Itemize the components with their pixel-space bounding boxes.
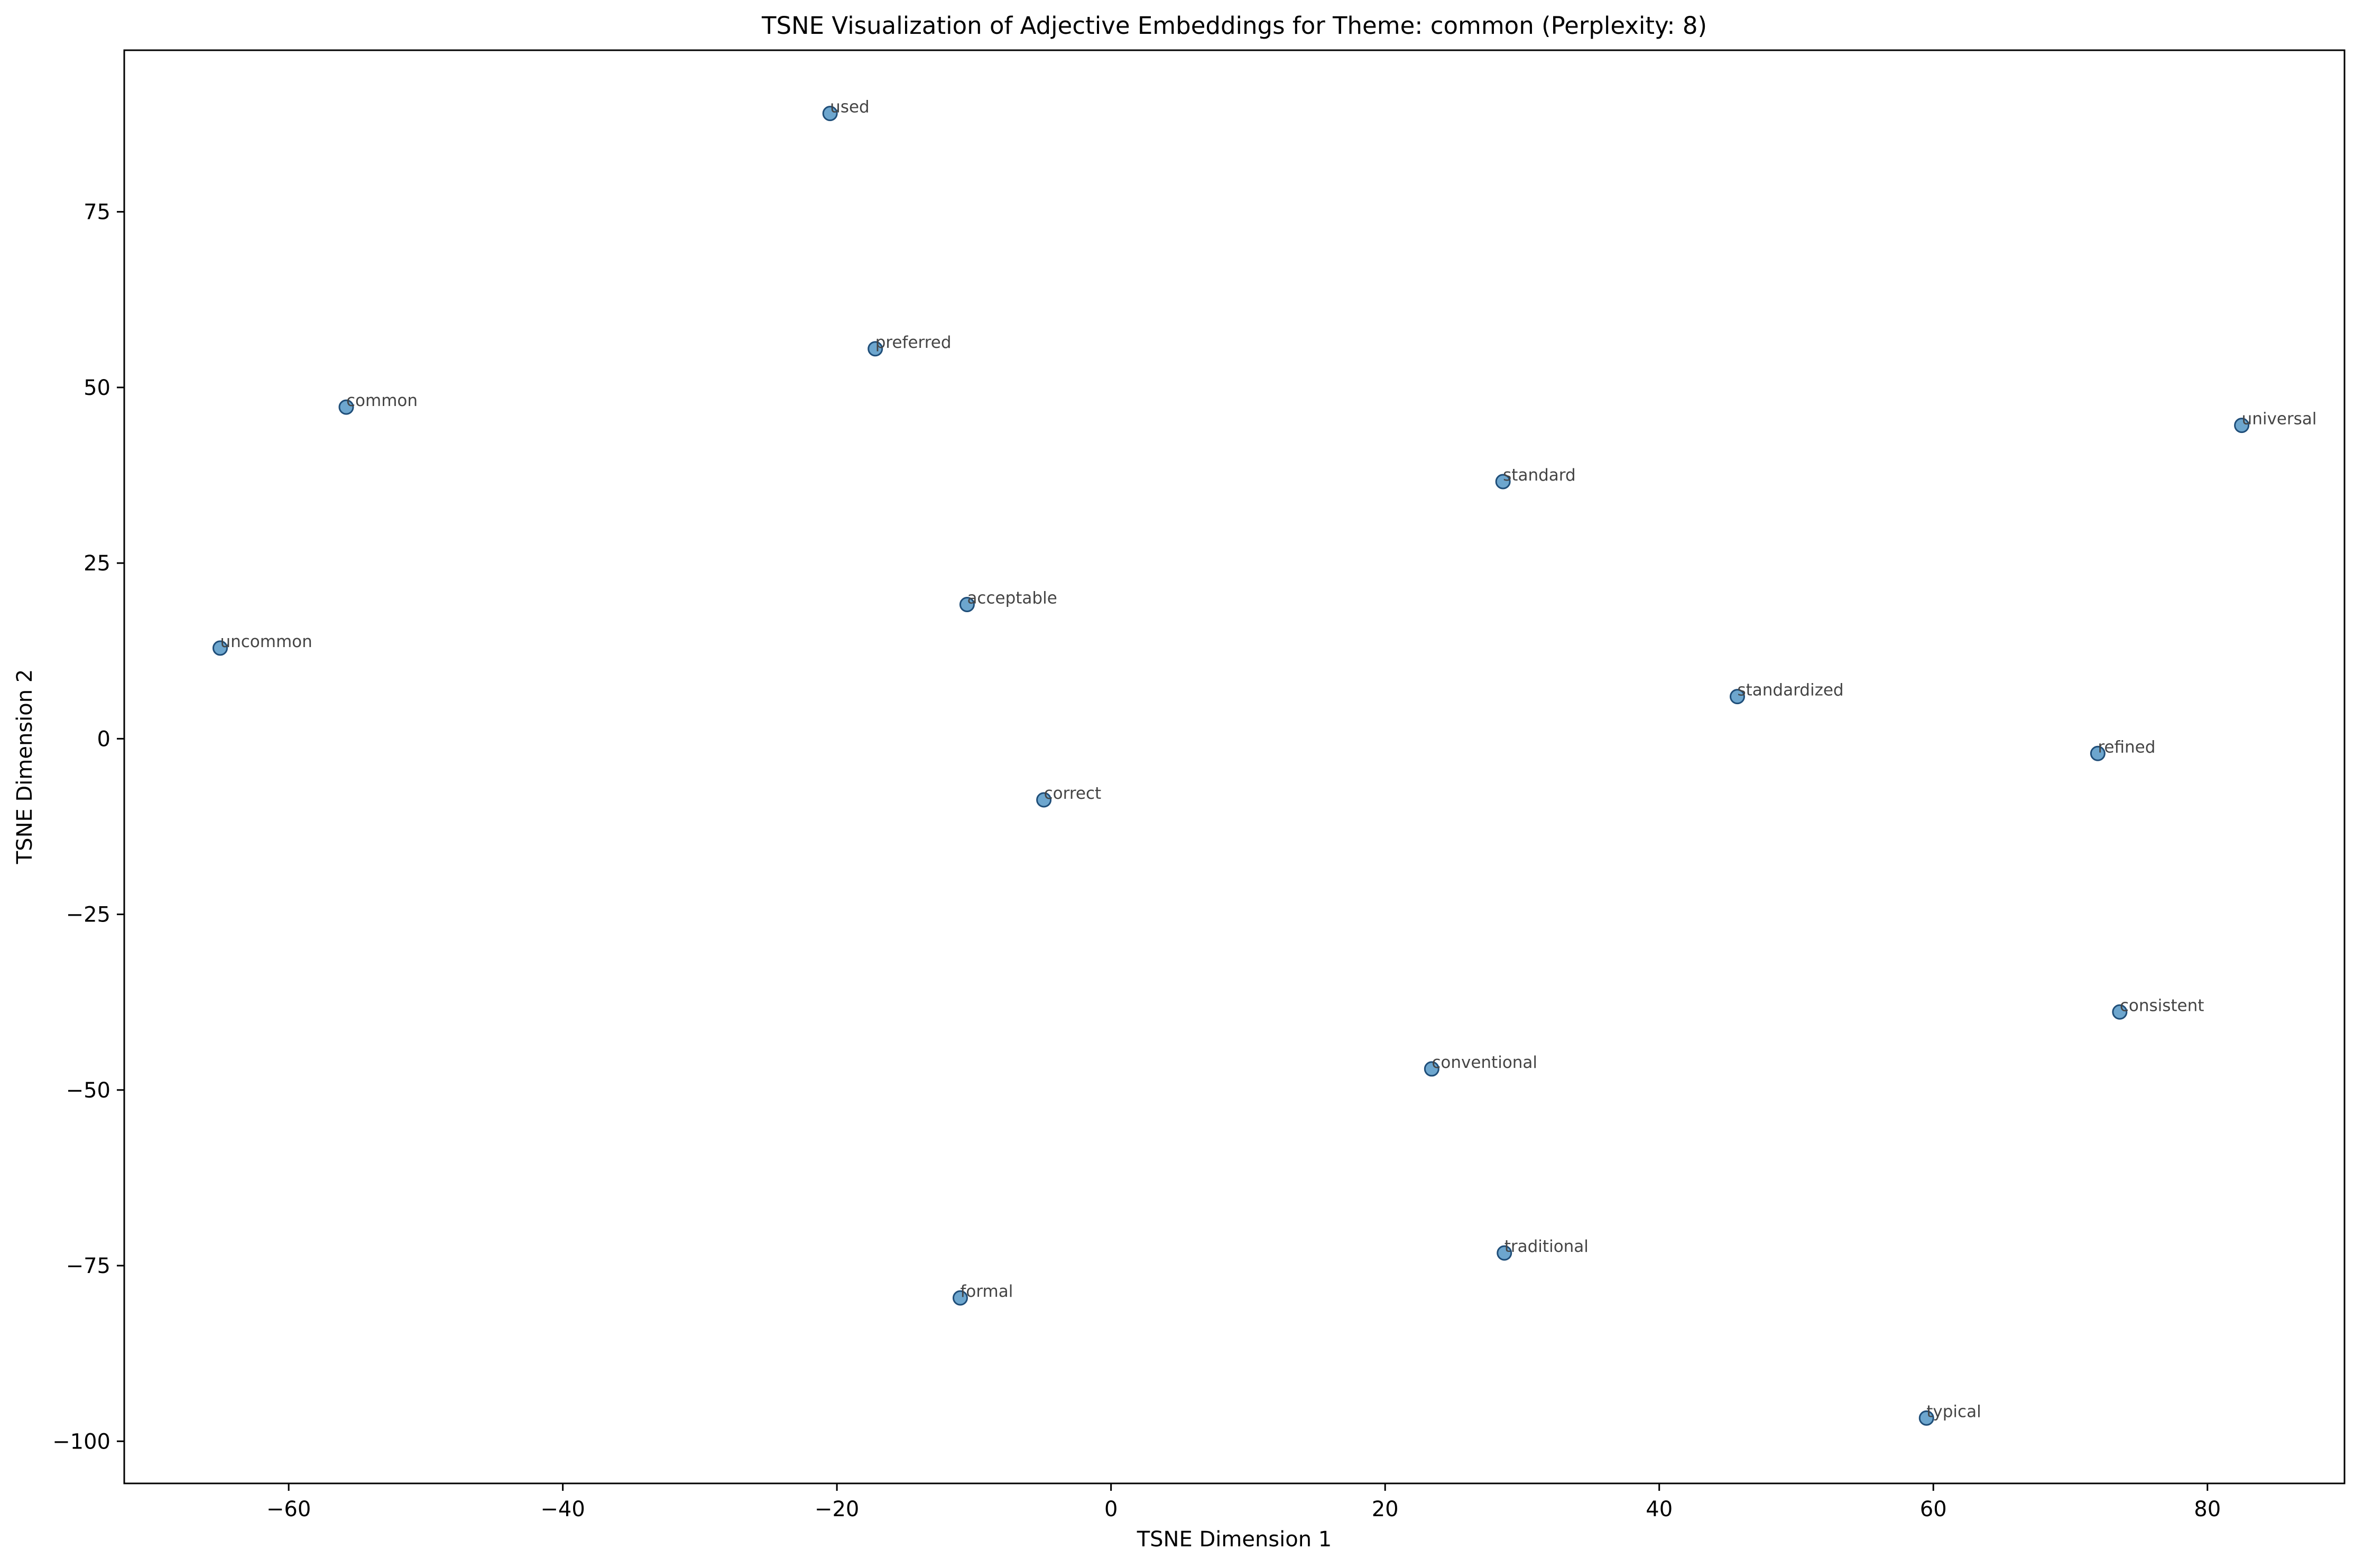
point-label-correct: correct — [1044, 784, 1102, 803]
plot-area: used preferred common universal standard acce… — [212, 98, 2317, 1426]
y-tick-label: −50 — [66, 1078, 110, 1103]
data-point-standard — [1495, 474, 1511, 490]
data-point-used — [822, 106, 838, 122]
x-axis-label: TSNE Dimension 1 — [1137, 1527, 1332, 1552]
x-tick-label: 20 — [1372, 1497, 1399, 1521]
y-tick-label: 50 — [84, 376, 110, 400]
point-label-typical: typical — [1926, 1402, 1981, 1421]
x-tick-label: 60 — [1920, 1497, 1947, 1521]
point-label-consistent: consistent — [2120, 996, 2204, 1015]
point-label-used: used — [830, 98, 870, 117]
y-tick-label: −25 — [66, 903, 110, 927]
x-tick-label: 40 — [1646, 1497, 1673, 1521]
data-point-universal — [2234, 418, 2250, 433]
y-tick-label: 0 — [97, 727, 110, 751]
point-label-preferred: preferred — [875, 333, 952, 352]
plot-frame — [123, 49, 2346, 1484]
data-point-uncommon — [212, 640, 228, 656]
y-tick-label: −100 — [52, 1429, 110, 1454]
y-tick-label: 25 — [84, 551, 110, 576]
point-label-uncommon: uncommon — [220, 632, 312, 651]
chart-title: TSNE Visualization of Adjective Embeddin… — [761, 12, 1707, 40]
data-point-acceptable — [959, 597, 975, 613]
point-label-conventional: conventional — [1432, 1053, 1537, 1072]
data-point-refined — [2090, 745, 2106, 761]
point-label-common: common — [346, 391, 418, 410]
x-tick-label: −40 — [540, 1497, 585, 1521]
x-tick-label: −60 — [266, 1497, 311, 1521]
y-tick-label: −75 — [66, 1254, 110, 1278]
point-label-refined: refined — [2098, 737, 2155, 757]
y-tick-label: 75 — [84, 200, 110, 225]
point-label-standard: standard — [1503, 466, 1576, 485]
data-point-conventional — [1424, 1061, 1439, 1077]
data-point-traditional — [1497, 1245, 1512, 1261]
point-label-universal: universal — [2242, 410, 2317, 429]
point-label-formal: formal — [960, 1282, 1013, 1301]
point-label-traditional: traditional — [1504, 1237, 1589, 1256]
point-label-acceptable: acceptable — [967, 589, 1057, 608]
data-point-typical — [1918, 1410, 1934, 1426]
x-tick-label: −20 — [815, 1497, 859, 1521]
data-point-formal — [952, 1290, 968, 1306]
y-axis-label: TSNE Dimension 2 — [13, 669, 37, 865]
data-point-standardized — [1729, 689, 1745, 705]
data-point-correct — [1036, 792, 1052, 808]
data-point-consistent — [2112, 1004, 2128, 1020]
data-point-common — [338, 399, 354, 415]
data-point-preferred — [867, 341, 883, 357]
x-tick-label: 0 — [1104, 1497, 1118, 1521]
x-tick-label: 80 — [2194, 1497, 2221, 1521]
point-label-standardized: standardized — [1737, 681, 1843, 700]
